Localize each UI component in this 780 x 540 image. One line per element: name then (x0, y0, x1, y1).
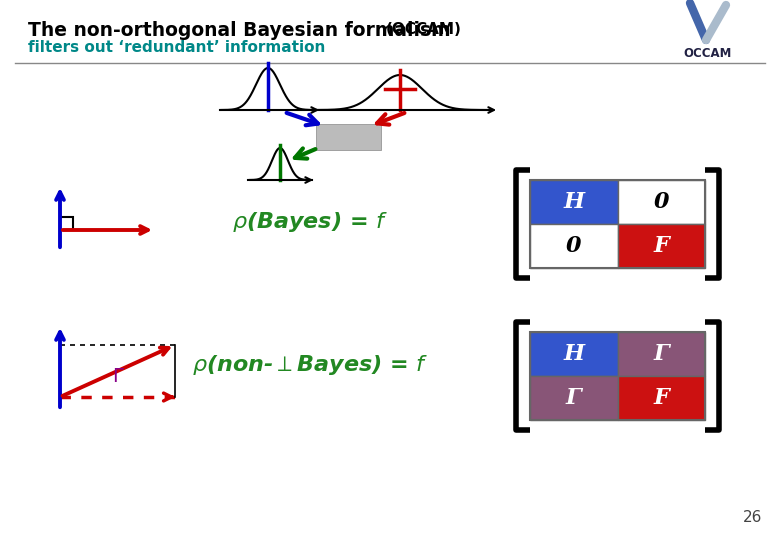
Text: F: F (654, 235, 669, 257)
Bar (618, 376, 705, 420)
Bar (530, 224, 618, 268)
Text: 0: 0 (654, 191, 669, 213)
Text: (OCCAM): (OCCAM) (386, 23, 462, 37)
Bar (530, 376, 618, 420)
Bar (530, 180, 705, 268)
Text: $\rho$(Bayes) = $f$: $\rho$(Bayes) = $f$ (232, 210, 388, 234)
Text: 26: 26 (743, 510, 762, 525)
Bar (530, 332, 705, 420)
Bar (60, 217, 73, 230)
Bar (530, 180, 618, 224)
Text: Γ: Γ (566, 387, 582, 409)
Text: F: F (654, 387, 669, 409)
Bar (618, 180, 705, 224)
Bar (618, 224, 705, 268)
Text: 0: 0 (566, 235, 582, 257)
Text: OCCAM: OCCAM (684, 47, 732, 60)
Text: filters out ‘redundant’ information: filters out ‘redundant’ information (28, 39, 325, 55)
Text: $\rho$(non-$\perp$Bayes) = $f$: $\rho$(non-$\perp$Bayes) = $f$ (192, 353, 428, 377)
Text: H: H (563, 343, 584, 365)
Text: The non-orthogonal Bayesian formalism: The non-orthogonal Bayesian formalism (28, 21, 457, 39)
Text: $\Gamma$: $\Gamma$ (112, 368, 124, 386)
Text: H: H (563, 191, 584, 213)
Bar (316, 124, 381, 150)
Bar (618, 332, 705, 376)
Bar (530, 332, 618, 376)
Text: Γ: Γ (654, 343, 669, 365)
